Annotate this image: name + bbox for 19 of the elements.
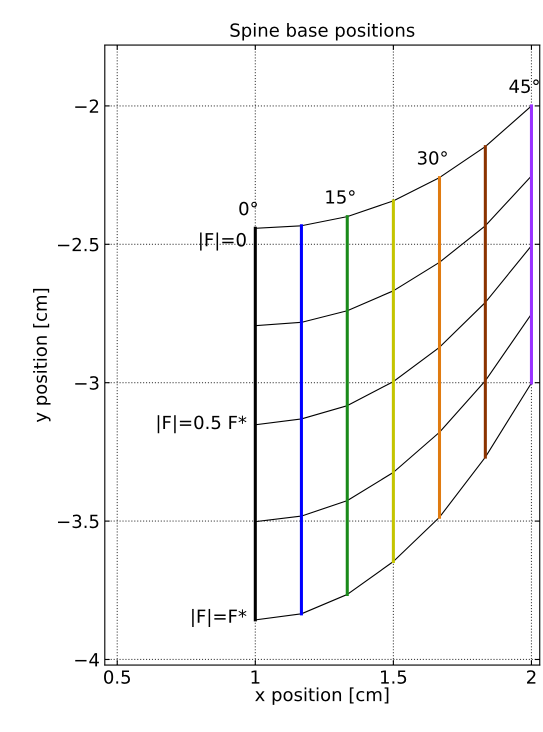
x-tick-label: 0.5	[104, 670, 130, 684]
annotation: 0°	[239, 202, 257, 216]
chart-title: Spine base positions	[230, 22, 414, 40]
annotation: |F|=0	[200, 232, 246, 251]
y-tick-label: −3	[75, 376, 98, 390]
annotation: 15°	[326, 190, 355, 204]
x-tick-label: 2	[527, 670, 536, 684]
y-tick-label: −3.5	[58, 514, 98, 528]
annotation: 45°	[509, 79, 539, 94]
annotation: |F|=0.5 F*	[158, 415, 246, 434]
y-tick-label: −2	[75, 99, 98, 113]
x-tick-label: 1.5	[381, 670, 406, 684]
annotation: 30°	[418, 151, 447, 165]
x-axis-title: x position [cm]	[255, 687, 388, 705]
y-tick-label: −4	[75, 653, 99, 666]
y-tick-label: −2.5	[58, 238, 98, 252]
annotation: |F|=F*	[192, 608, 246, 627]
x-tick-label: 1	[252, 670, 260, 684]
y-axis-title: y position [cm]	[33, 288, 51, 422]
